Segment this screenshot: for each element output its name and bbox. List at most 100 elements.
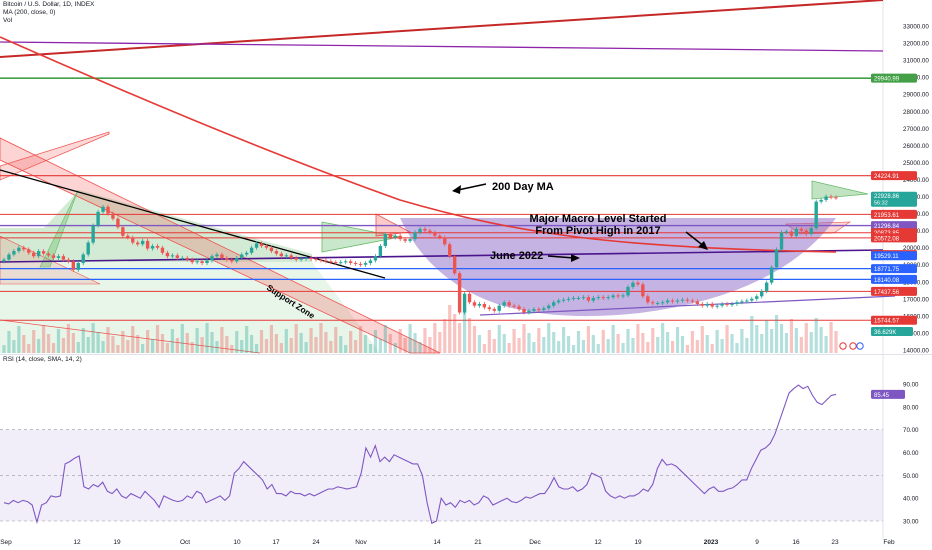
candle — [408, 239, 412, 241]
volume-bar — [601, 330, 605, 353]
candle — [116, 218, 120, 228]
volume-bar — [651, 328, 655, 353]
rsi-legend: RSI (14, close, SMA, 14, 2) — [3, 356, 82, 363]
volume-bar — [547, 323, 551, 353]
price-tag — [871, 233, 917, 243]
last-price-label: 22928.86 — [874, 194, 900, 200]
volume-bar — [794, 328, 798, 353]
volume-bar — [334, 327, 338, 353]
candle — [651, 302, 655, 304]
candle — [774, 249, 779, 268]
candle — [363, 263, 368, 265]
volume-bar — [240, 340, 244, 353]
volume-bar — [17, 326, 21, 353]
candle — [269, 247, 274, 252]
price-tick-label: 24000.00 — [903, 177, 929, 184]
volume-bar — [259, 330, 264, 353]
candle — [527, 310, 531, 313]
volume-bar — [740, 329, 744, 353]
x-tick-label: Feb — [883, 539, 895, 546]
candle — [690, 300, 695, 302]
x-tick-label: 16 — [792, 539, 800, 546]
candle — [631, 282, 635, 287]
volume-bar — [319, 323, 323, 353]
volume-bar — [294, 324, 298, 353]
volume-bar — [37, 339, 41, 353]
candle — [279, 253, 284, 257]
volume-bar — [180, 324, 184, 353]
candle — [27, 249, 31, 253]
price-tick-label: 26000.00 — [903, 143, 929, 150]
rsi-band — [0, 429, 883, 521]
volume-bar — [774, 315, 779, 353]
rsi-tick-label: 30.00 — [903, 519, 919, 526]
candle — [294, 257, 298, 260]
volume-bar — [314, 337, 318, 353]
volume-bar — [755, 325, 759, 353]
candle — [210, 256, 214, 261]
candle — [561, 299, 566, 301]
candle — [140, 240, 145, 245]
candle — [462, 293, 467, 313]
candle — [779, 232, 784, 250]
event-flag-icon — [839, 342, 847, 350]
candle — [487, 307, 492, 310]
volume-bar — [586, 326, 590, 353]
candle — [368, 260, 373, 264]
candle — [71, 261, 76, 270]
volume-bar — [720, 339, 724, 353]
vol-legend: Vol — [3, 17, 13, 24]
volume-bar — [61, 338, 66, 353]
volume-bar — [621, 343, 625, 353]
candle — [784, 231, 789, 233]
candle — [750, 298, 754, 301]
june-2022-line — [0, 249, 884, 263]
long-term-trendline — [0, 0, 884, 58]
volume-bar — [264, 339, 269, 353]
candle — [413, 232, 417, 240]
volume-bar — [492, 339, 496, 353]
volume-bar — [705, 335, 709, 353]
candle — [433, 232, 437, 236]
volume-bar — [616, 334, 620, 353]
candle — [81, 254, 85, 264]
green-lower-zone — [0, 262, 380, 353]
volume-bar — [646, 342, 650, 353]
candle — [96, 211, 100, 226]
candle — [145, 240, 150, 249]
candle — [175, 255, 180, 258]
volume-bar — [819, 327, 823, 353]
price-tag — [871, 171, 917, 181]
candle — [61, 256, 66, 260]
volume-bar — [571, 345, 576, 353]
volume-bar — [106, 327, 110, 353]
volume-bar — [354, 340, 358, 353]
candle — [299, 258, 303, 260]
candle — [621, 295, 625, 297]
arrow-head — [698, 241, 708, 250]
candle — [492, 309, 496, 311]
candle — [745, 300, 749, 302]
price-tag-label: 15744.57 — [874, 319, 900, 325]
volume-bar — [537, 328, 541, 353]
volume-bar — [205, 323, 209, 353]
candle — [388, 234, 392, 238]
candle — [180, 257, 184, 259]
volume-bar — [304, 342, 308, 353]
price-tick-label: 29000.00 — [903, 92, 929, 99]
candle — [22, 247, 26, 250]
candle — [284, 255, 288, 257]
volume-bar — [299, 333, 303, 353]
volume-bar — [56, 329, 61, 353]
candle — [586, 297, 591, 301]
candle — [7, 254, 11, 260]
volume-bar — [165, 343, 170, 353]
candle — [769, 267, 774, 283]
volume-bar — [344, 345, 348, 353]
candle — [710, 303, 714, 307]
volume-bar — [581, 340, 586, 353]
candle — [760, 291, 764, 297]
volume-bar — [433, 323, 437, 353]
candle — [91, 225, 95, 243]
